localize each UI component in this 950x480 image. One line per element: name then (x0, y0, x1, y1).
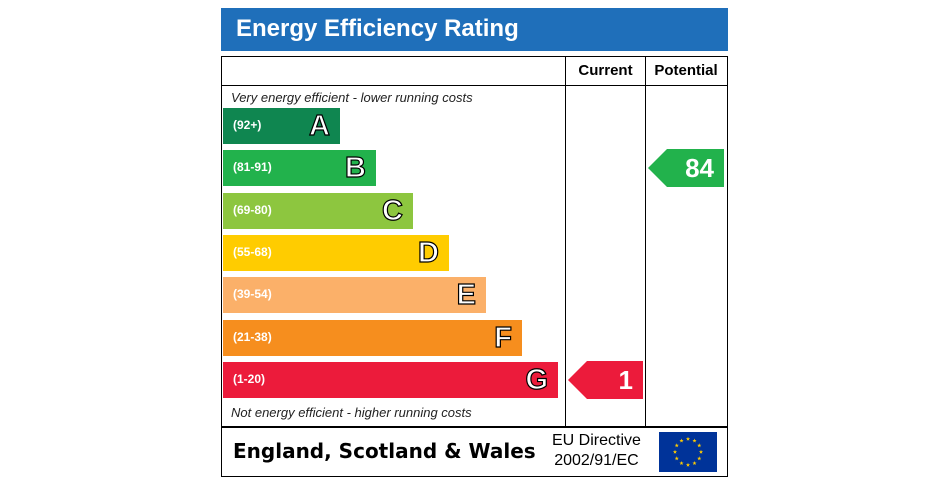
band-g-letter: G (525, 363, 549, 396)
band-d-letter: D (417, 236, 439, 269)
band-a: (92+) A (223, 108, 340, 144)
potential-rating-arrow: 84 (648, 149, 724, 188)
band-c: (69-80) C (223, 192, 413, 229)
potential-column-header: Potential (654, 62, 718, 79)
band-f-letter: F (494, 321, 513, 354)
band-f: (21-38) F (223, 319, 522, 356)
band-b: (81-91) B (223, 150, 376, 187)
band-g-range: (1-20) (233, 371, 266, 386)
rating-frame (221, 56, 728, 428)
footer-country: England, Scotland & Wales (233, 439, 536, 463)
eu-flag-icon (659, 432, 717, 472)
epc-chart: Energy Efficiency Rating Current Potenti… (221, 8, 728, 478)
eu-directive-line1: EU Directive (552, 432, 641, 449)
current-column-divider (565, 56, 566, 428)
band-a-range: (92+) (233, 118, 262, 132)
current-column-header: Current (578, 62, 633, 79)
band-c-range: (69-80) (233, 202, 272, 217)
header-divider (221, 85, 728, 86)
band-g: (1-20) G (223, 361, 558, 398)
band-a-letter: A (308, 109, 330, 142)
title-bar: Energy Efficiency Rating (221, 8, 728, 51)
band-c-letter: C (381, 194, 403, 227)
chart-title: Energy Efficiency Rating (236, 15, 519, 42)
band-e-range: (39-54) (233, 287, 272, 302)
band-d: (55-68) D (223, 234, 449, 271)
band-f-range: (21-38) (233, 329, 272, 344)
eu-directive-line2: 2002/91/EC (554, 452, 639, 469)
top-description: Very energy efficient - lower running co… (231, 90, 473, 105)
current-rating-arrow: 1 (568, 360, 643, 399)
band-b-letter: B (344, 152, 366, 185)
band-e-letter: E (456, 279, 477, 312)
band-b-range: (81-91) (233, 160, 272, 175)
bottom-description: Not energy efficient - higher running co… (231, 405, 472, 420)
eu-directive: EU Directive 2002/91/EC (552, 431, 641, 471)
band-d-range: (55-68) (233, 244, 272, 259)
potential-rating-value: 84 (685, 153, 714, 184)
current-rating-value: 1 (618, 364, 633, 395)
footer: England, Scotland & Wales EU Directive 2… (221, 426, 728, 477)
potential-column-divider (645, 56, 646, 428)
footer-divider (221, 426, 728, 427)
band-e: (39-54) E (223, 277, 486, 314)
